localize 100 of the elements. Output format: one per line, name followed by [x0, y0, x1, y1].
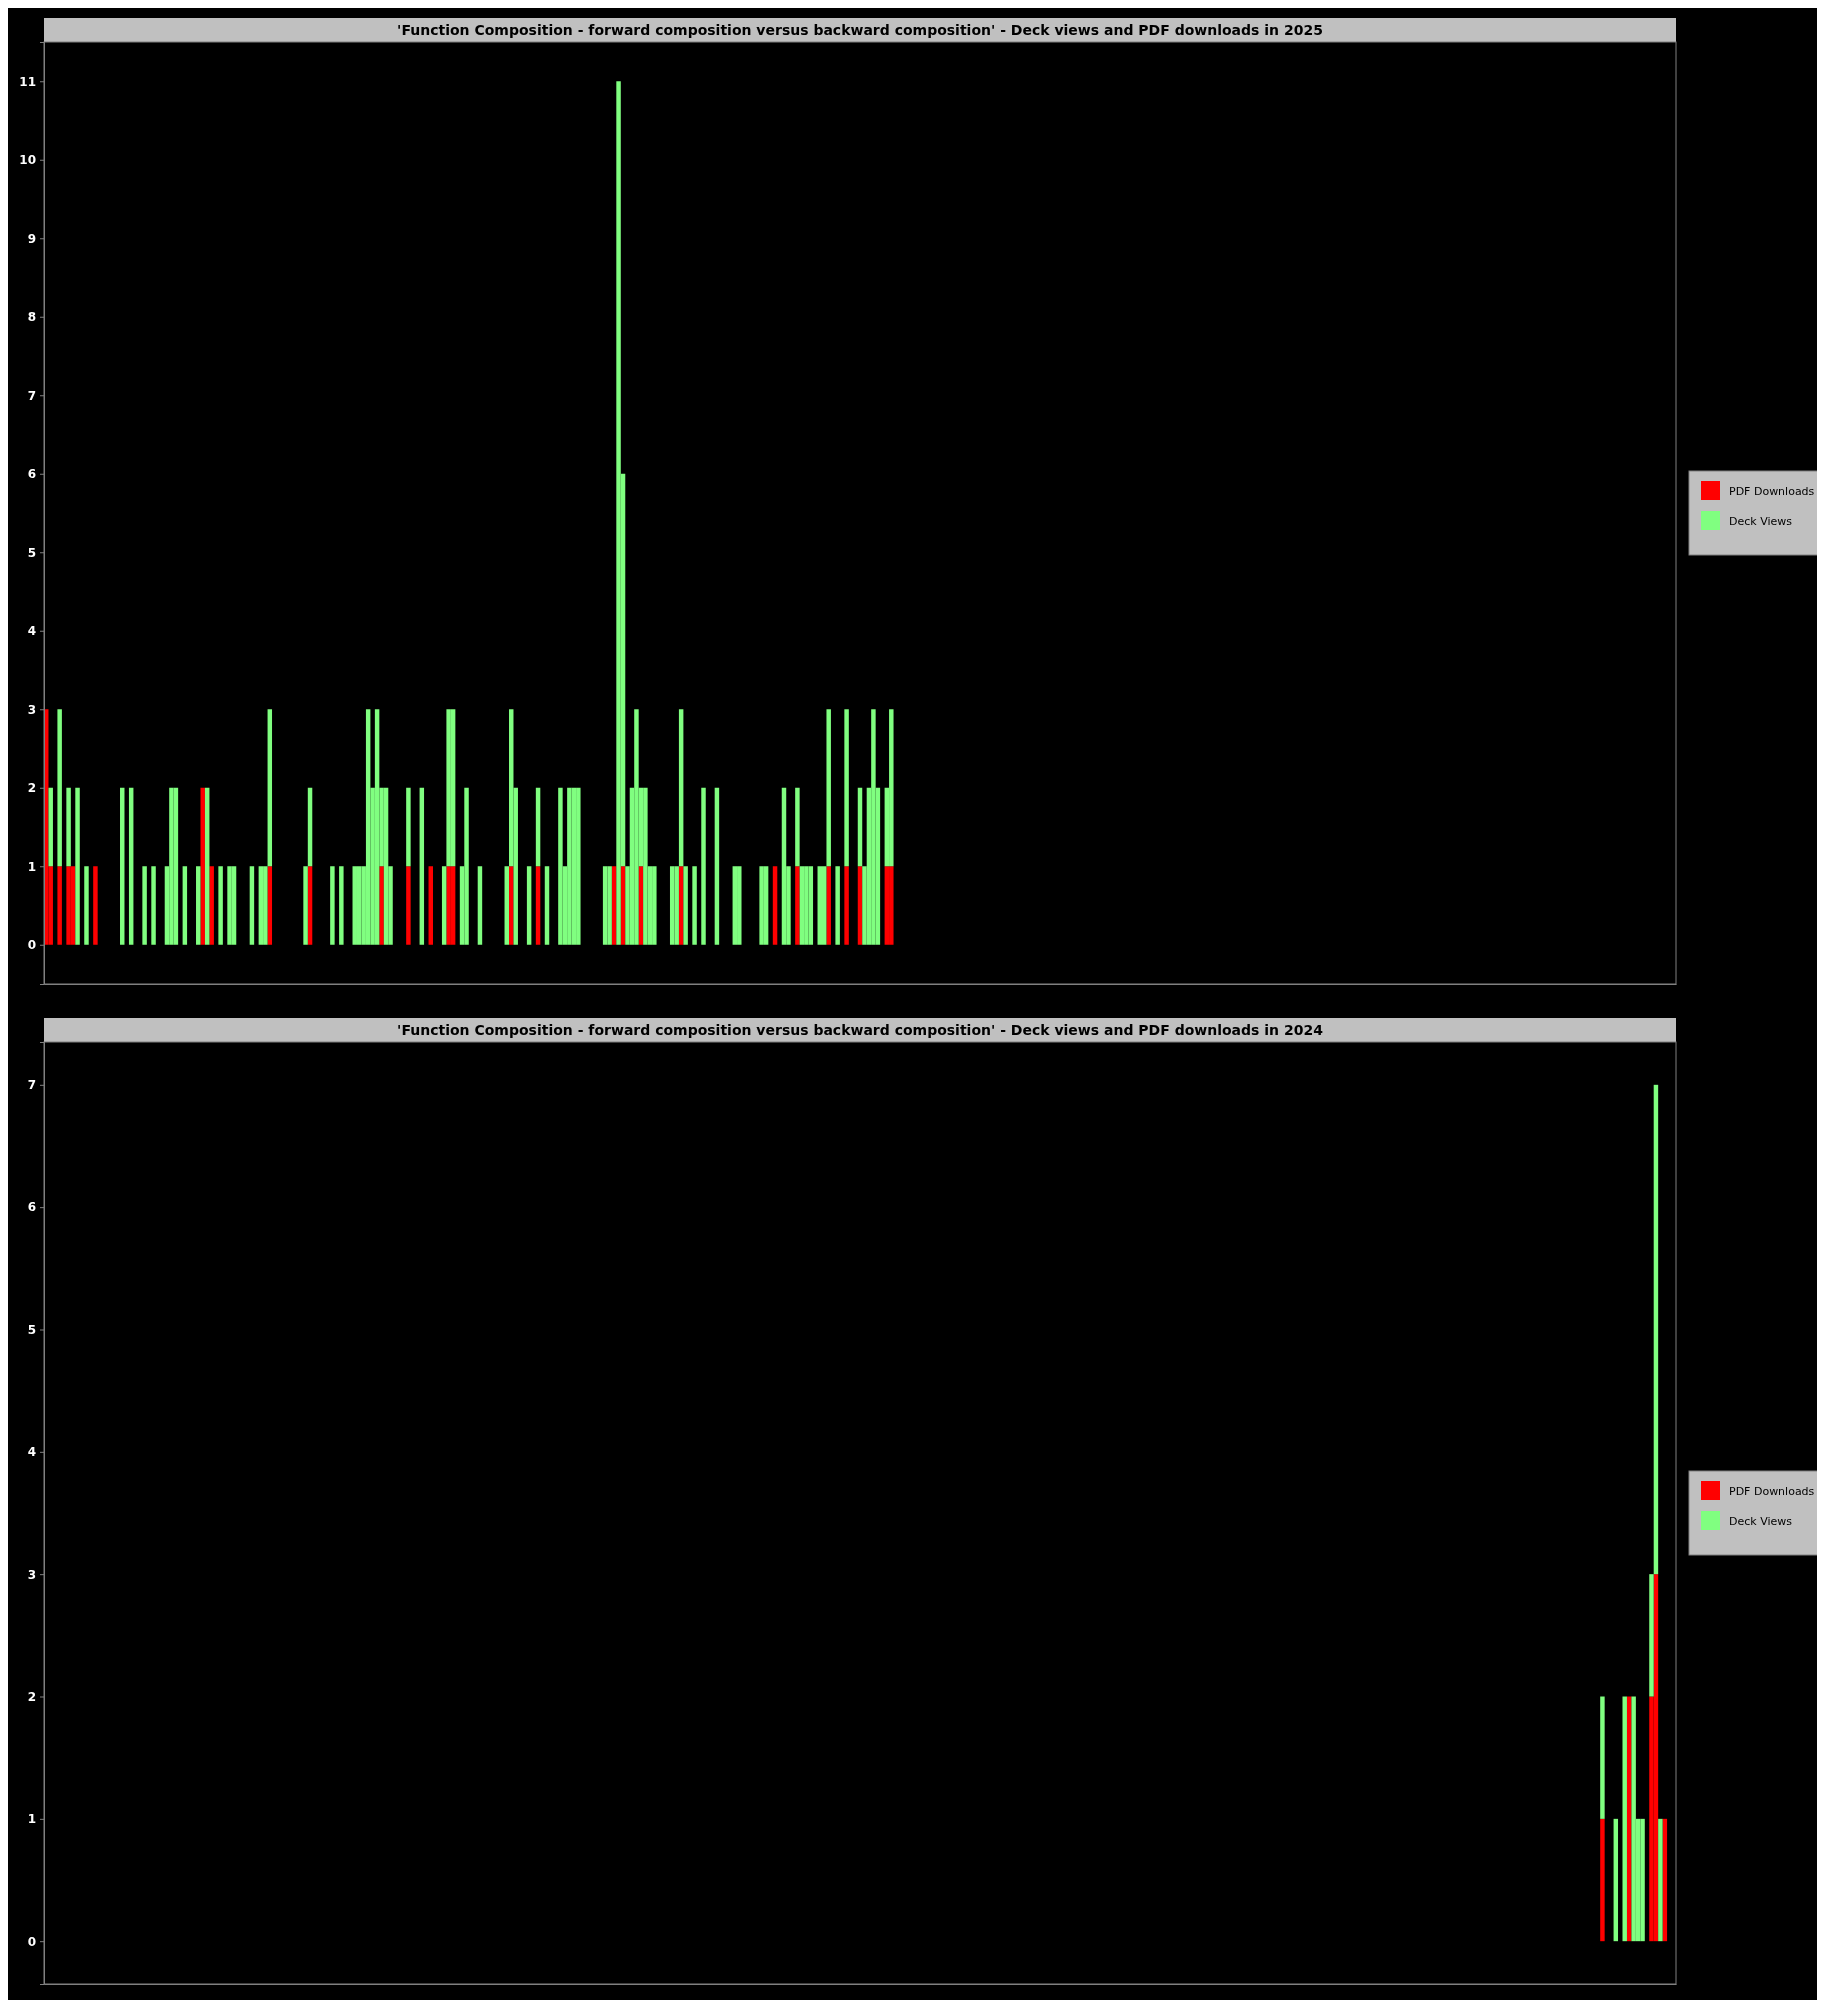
bar	[602, 866, 608, 945]
bar	[763, 866, 769, 945]
bar	[258, 866, 264, 945]
bar	[182, 866, 188, 945]
bar	[674, 866, 679, 945]
bar	[406, 866, 411, 945]
bar	[1649, 1574, 1654, 1697]
bar	[464, 787, 469, 945]
bar	[374, 709, 380, 945]
bar	[616, 81, 621, 945]
bar	[669, 866, 675, 945]
bar	[759, 866, 764, 945]
bar	[817, 866, 822, 945]
bar	[683, 866, 688, 945]
bar	[352, 866, 357, 945]
y-tick-label: 3	[27, 702, 36, 717]
legend-label: PDF Downloads	[1729, 1485, 1815, 1498]
bar	[209, 866, 214, 945]
y-tick-label: 2	[27, 781, 36, 796]
bar	[441, 866, 447, 945]
bar	[504, 866, 510, 945]
bar	[607, 866, 612, 945]
bar	[1600, 1696, 1605, 1819]
bar	[200, 787, 205, 945]
bar	[151, 866, 156, 945]
bar	[526, 866, 532, 945]
y-tick-label: 1	[27, 1812, 36, 1827]
bar	[535, 866, 541, 945]
bar	[620, 866, 626, 945]
y-tick-label: 11	[19, 74, 36, 89]
bar	[576, 787, 581, 945]
bar	[611, 866, 617, 945]
bar	[889, 866, 894, 945]
y-tick-label: 4	[27, 624, 36, 639]
bar	[84, 866, 89, 945]
y-tick-label: 5	[27, 545, 36, 560]
bar	[446, 709, 451, 867]
chart-title: 'Function Composition - forward composition versus backward composition' - Deck views and PDF downloads in 2025	[397, 22, 1323, 38]
bar	[678, 866, 684, 945]
bar	[307, 866, 313, 945]
bar	[804, 866, 809, 945]
bar	[634, 709, 639, 945]
bar	[643, 787, 648, 945]
bar	[871, 709, 876, 945]
y-tick-label: 3	[27, 1567, 36, 1582]
bar	[57, 866, 62, 945]
y-tick-label: 4	[27, 1445, 36, 1460]
bar	[169, 787, 174, 945]
bar	[795, 787, 800, 867]
y-tick-label: 6	[27, 467, 36, 482]
chart-title: 'Function Composition - forward composition versus backward composition' - Deck views and PDF downloads in 2024	[397, 1022, 1324, 1038]
bar	[826, 866, 831, 945]
bar	[66, 787, 71, 867]
bar	[1631, 1696, 1636, 1942]
y-tick-label: 9	[27, 231, 36, 246]
bar	[267, 866, 273, 945]
bar	[356, 866, 362, 945]
bar	[844, 866, 849, 945]
bar	[772, 866, 778, 945]
bar	[263, 866, 268, 945]
bar	[808, 866, 814, 945]
bar	[889, 709, 894, 867]
bar	[330, 866, 335, 945]
bar	[249, 866, 255, 945]
bar	[93, 866, 98, 945]
bar	[509, 866, 514, 945]
bar	[701, 787, 706, 945]
bar	[795, 866, 800, 945]
bar	[835, 866, 840, 945]
bar	[1653, 1084, 1659, 1575]
bar	[231, 866, 237, 945]
y-tick-label: 5	[27, 1322, 36, 1337]
bar	[406, 787, 411, 867]
bar	[844, 709, 849, 867]
bar	[1600, 1818, 1605, 1942]
bar	[1622, 1696, 1627, 1942]
bar	[652, 866, 657, 945]
bar	[799, 866, 805, 945]
y-tick-label: 1	[27, 859, 36, 874]
y-tick-label: 6	[27, 1200, 36, 1215]
y-tick-label: 0	[27, 1934, 36, 1949]
bar	[884, 866, 890, 945]
bar	[446, 866, 451, 945]
bar	[826, 709, 831, 867]
bar	[1658, 1818, 1663, 1942]
bar	[365, 709, 371, 945]
y-tick-label: 7	[27, 388, 36, 403]
bar	[558, 787, 563, 945]
bar	[822, 866, 827, 945]
bar	[732, 866, 738, 945]
bar	[339, 866, 344, 945]
bar	[379, 866, 384, 945]
y-tick-label: 7	[27, 1078, 36, 1093]
y-tick-label: 8	[27, 310, 36, 325]
legend-label: Deck Views	[1729, 515, 1793, 528]
bar	[450, 866, 456, 945]
bar	[737, 866, 742, 945]
bar	[544, 866, 550, 945]
bar	[57, 709, 62, 867]
bar	[48, 787, 53, 867]
